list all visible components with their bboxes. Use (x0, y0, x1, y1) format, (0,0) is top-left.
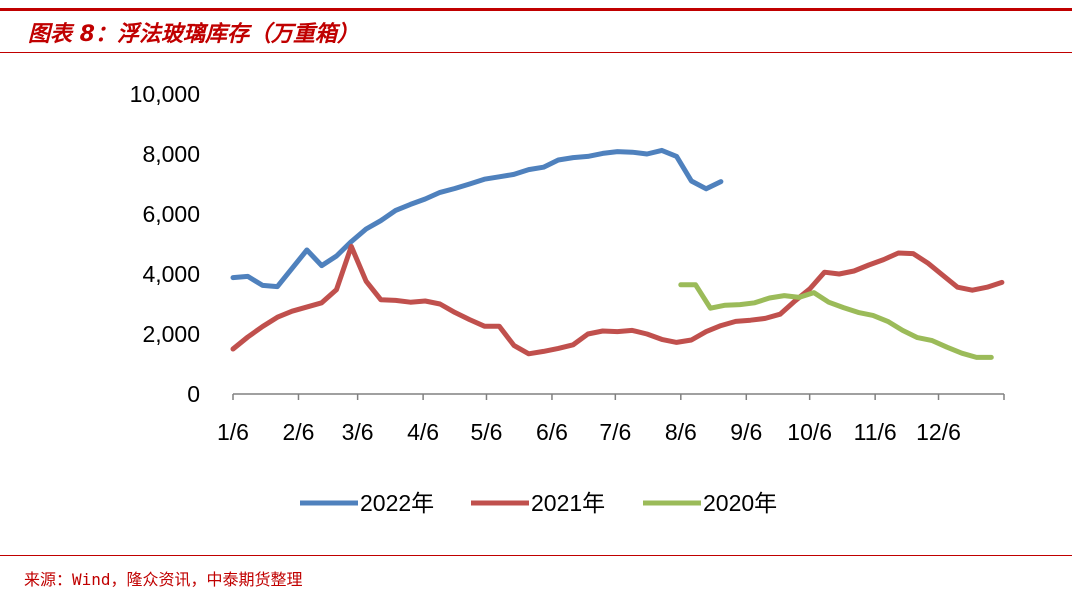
footer-rule (0, 555, 1072, 556)
source-note: 来源：Wind，隆众资讯，中泰期货整理 (24, 570, 303, 589)
x-tick-label: 5/6 (470, 419, 502, 445)
legend-label: 2021年 (531, 490, 605, 516)
series-line-3 (678, 282, 994, 360)
x-tick-label: 12/6 (916, 419, 961, 445)
x-tick-label: 3/6 (342, 419, 374, 445)
y-tick-label: 10,000 (130, 81, 200, 107)
x-tick-label: 1/6 (217, 419, 249, 445)
line-chart: 10,000 8,000 6,000 4,000 2,000 0 1/6 2/6 3/6 4/6… (130, 81, 1005, 516)
legend-label: 2020年 (703, 490, 777, 516)
y-tick-label: 6,000 (142, 201, 200, 227)
header-rule (0, 52, 1072, 53)
x-tick-label: 7/6 (599, 419, 631, 445)
series-layer (230, 147, 1005, 360)
x-tick-label: 10/6 (787, 419, 832, 445)
legend: 2022年 2021年 2020年 (300, 490, 777, 516)
y-tick-label: 8,000 (142, 141, 200, 167)
top-rule (0, 8, 1072, 11)
y-tick-label: 0 (187, 381, 200, 407)
figure-title: 图表 8：浮法玻璃库存（万重箱） (28, 22, 359, 47)
legend-label: 2022年 (360, 490, 434, 516)
x-axis: 1/6 2/6 3/6 4/6 5/6 6/6 7/6 8/6 9/6 10/6 11/6 12/6 (217, 393, 1005, 445)
y-tick-label: 4,000 (142, 261, 200, 287)
series-line-2 (230, 243, 1005, 357)
x-tick-label: 11/6 (854, 419, 897, 445)
y-axis: 10,000 8,000 6,000 4,000 2,000 0 (130, 81, 200, 407)
x-tick-label: 6/6 (536, 419, 568, 445)
series-line-1 (230, 147, 724, 290)
x-tick-label: 9/6 (730, 419, 762, 445)
x-tick-label: 2/6 (282, 419, 314, 445)
x-tick-label: 4/6 (407, 419, 439, 445)
x-tick-label: 8/6 (665, 419, 697, 445)
y-tick-label: 2,000 (142, 321, 200, 347)
